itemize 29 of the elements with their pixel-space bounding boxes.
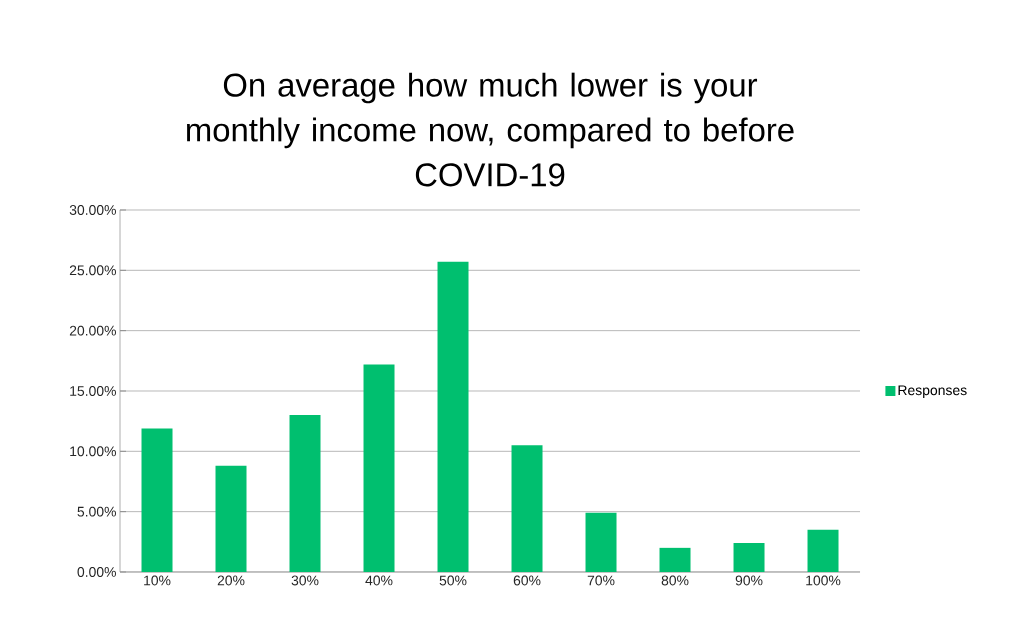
x-tick-label: 70%: [587, 575, 615, 586]
y-tick-label: 15.00%: [70, 386, 116, 396]
bar: [289, 415, 321, 572]
x-tick-label: 20%: [217, 575, 245, 586]
y-tick-label: 30.00%: [69, 205, 116, 215]
bar: [807, 529, 839, 572]
bar: [141, 428, 173, 572]
legend-label: Responses: [898, 385, 967, 398]
bar: [437, 261, 469, 572]
x-tick-label: 50%: [439, 575, 467, 586]
bar: [363, 364, 395, 572]
y-tick-label: 20.00%: [69, 325, 116, 336]
x-tick-label: 30%: [291, 575, 319, 586]
bar: [585, 512, 617, 572]
bar: [659, 547, 691, 572]
bar: [733, 543, 765, 572]
x-tick-label: 100%: [806, 575, 841, 586]
x-tick-label: 60%: [513, 575, 541, 586]
x-tick-label: 10%: [144, 575, 171, 586]
y-tick-label: 10.00%: [70, 446, 116, 457]
bar: [511, 445, 543, 572]
y-tick-label: 25.00%: [69, 265, 116, 276]
y-tick-label: 5.00%: [77, 506, 116, 517]
chart-title: On average how much lower is your monthly income now, compared to before COVID-19: [187, 72, 794, 187]
x-tick-label: 40%: [365, 575, 393, 586]
y-tick-label: 0.00%: [77, 567, 116, 577]
x-tick-label: 80%: [661, 575, 689, 586]
x-tick-label: 90%: [735, 575, 763, 586]
bar: [215, 465, 247, 572]
